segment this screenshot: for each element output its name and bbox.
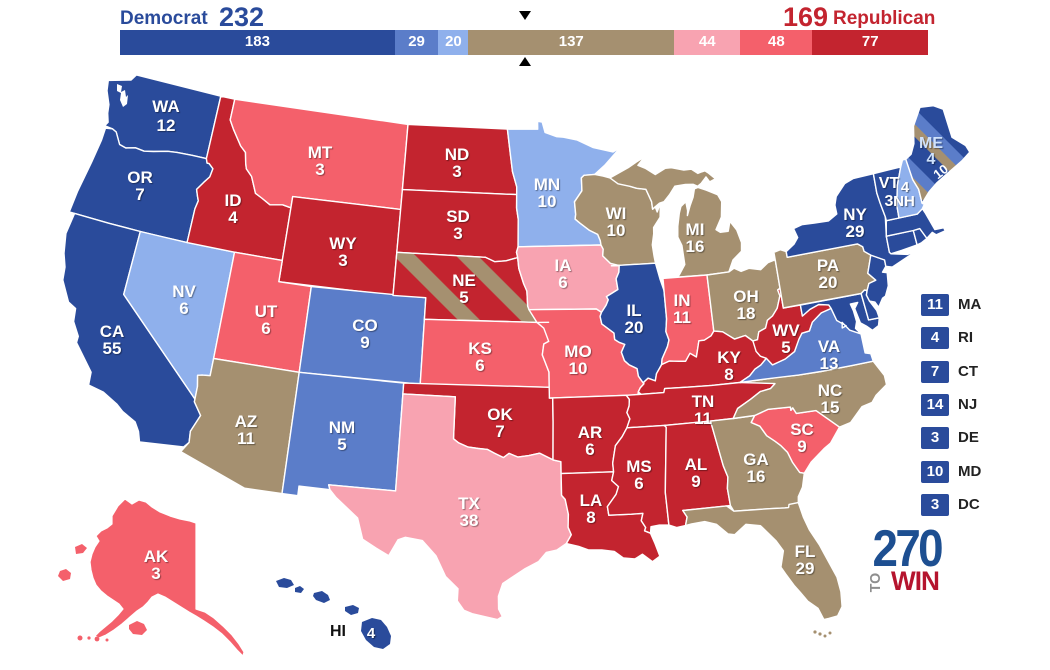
svg-text:15: 15 xyxy=(821,398,840,417)
svg-text:IA: IA xyxy=(555,256,572,275)
svg-text:38: 38 xyxy=(460,511,479,530)
svg-text:18: 18 xyxy=(737,304,756,323)
svg-text:8: 8 xyxy=(586,508,595,527)
svg-text:9: 9 xyxy=(691,472,700,491)
svg-text:4: 4 xyxy=(901,179,910,196)
svg-text:KY: KY xyxy=(717,348,741,367)
svg-text:20: 20 xyxy=(819,273,838,292)
svg-text:3: 3 xyxy=(885,193,894,210)
svg-text:7: 7 xyxy=(495,422,504,441)
svg-text:NE: NE xyxy=(452,271,476,290)
svg-text:ME: ME xyxy=(919,135,943,152)
svg-text:3: 3 xyxy=(151,564,160,583)
svg-text:MI: MI xyxy=(686,220,705,239)
svg-text:LA: LA xyxy=(580,491,603,510)
svg-text:UT: UT xyxy=(255,302,278,321)
svg-text:CO: CO xyxy=(352,316,378,335)
svg-text:4: 4 xyxy=(367,625,376,642)
svg-text:KS: KS xyxy=(468,339,492,358)
svg-text:NY: NY xyxy=(843,205,867,224)
svg-text:VA: VA xyxy=(818,337,840,356)
svg-text:NC: NC xyxy=(818,381,843,400)
svg-text:OK: OK xyxy=(487,405,513,424)
svg-text:NV: NV xyxy=(172,282,196,301)
svg-text:16: 16 xyxy=(686,237,705,256)
svg-text:WI: WI xyxy=(606,204,627,223)
svg-text:ID: ID xyxy=(225,191,242,210)
svg-text:6: 6 xyxy=(634,474,643,493)
svg-text:WA: WA xyxy=(152,97,179,116)
svg-text:MS: MS xyxy=(626,457,652,476)
svg-text:HI: HI xyxy=(330,623,346,640)
svg-text:29: 29 xyxy=(846,222,865,241)
svg-text:NM: NM xyxy=(329,418,355,437)
svg-text:16: 16 xyxy=(747,467,766,486)
svg-text:8: 8 xyxy=(724,365,733,384)
svg-text:5: 5 xyxy=(337,435,346,454)
svg-text:11: 11 xyxy=(673,308,691,327)
svg-text:FL: FL xyxy=(795,542,816,561)
svg-text:3: 3 xyxy=(452,162,461,181)
svg-text:WY: WY xyxy=(329,234,357,253)
svg-text:13: 13 xyxy=(820,354,839,373)
svg-text:6: 6 xyxy=(261,319,270,338)
svg-text:CA: CA xyxy=(100,322,125,341)
svg-text:3: 3 xyxy=(315,160,324,179)
svg-text:MT: MT xyxy=(308,143,333,162)
svg-text:10: 10 xyxy=(607,221,626,240)
svg-text:AK: AK xyxy=(144,547,169,566)
svg-text:55: 55 xyxy=(103,339,122,358)
svg-text:11: 11 xyxy=(237,429,255,448)
svg-text:IL: IL xyxy=(626,301,641,320)
svg-text:3: 3 xyxy=(453,224,462,243)
svg-text:7: 7 xyxy=(135,185,144,204)
svg-text:IN: IN xyxy=(674,291,691,310)
svg-text:ND: ND xyxy=(445,145,470,164)
svg-text:6: 6 xyxy=(475,356,484,375)
svg-text:MO: MO xyxy=(564,342,591,361)
svg-text:AR: AR xyxy=(578,423,603,442)
svg-text:20: 20 xyxy=(625,318,644,337)
svg-text:4: 4 xyxy=(228,208,238,227)
svg-text:6: 6 xyxy=(558,273,567,292)
svg-text:SD: SD xyxy=(446,207,470,226)
svg-text:3: 3 xyxy=(338,251,347,270)
svg-text:4: 4 xyxy=(927,151,936,168)
svg-text:WV: WV xyxy=(772,321,800,340)
svg-text:10: 10 xyxy=(569,359,588,378)
svg-text:NH: NH xyxy=(893,193,915,210)
svg-text:AZ: AZ xyxy=(235,412,258,431)
svg-text:AL: AL xyxy=(685,455,708,474)
svg-text:10: 10 xyxy=(538,192,557,211)
svg-text:OR: OR xyxy=(127,168,153,187)
svg-text:GA: GA xyxy=(743,450,769,469)
svg-text:5: 5 xyxy=(459,288,468,307)
svg-text:OH: OH xyxy=(733,287,759,306)
svg-text:MN: MN xyxy=(534,175,560,194)
svg-text:12: 12 xyxy=(157,116,176,135)
svg-text:TN: TN xyxy=(692,392,715,411)
svg-text:11: 11 xyxy=(694,409,712,428)
svg-text:SC: SC xyxy=(790,420,814,439)
svg-text:29: 29 xyxy=(796,559,815,578)
svg-text:PA: PA xyxy=(817,256,839,275)
svg-text:6: 6 xyxy=(179,299,188,318)
svg-text:6: 6 xyxy=(585,440,594,459)
svg-text:TX: TX xyxy=(458,494,480,513)
svg-text:9: 9 xyxy=(360,333,369,352)
svg-text:VT: VT xyxy=(879,175,900,192)
svg-text:9: 9 xyxy=(797,437,806,456)
svg-text:5: 5 xyxy=(781,338,790,357)
